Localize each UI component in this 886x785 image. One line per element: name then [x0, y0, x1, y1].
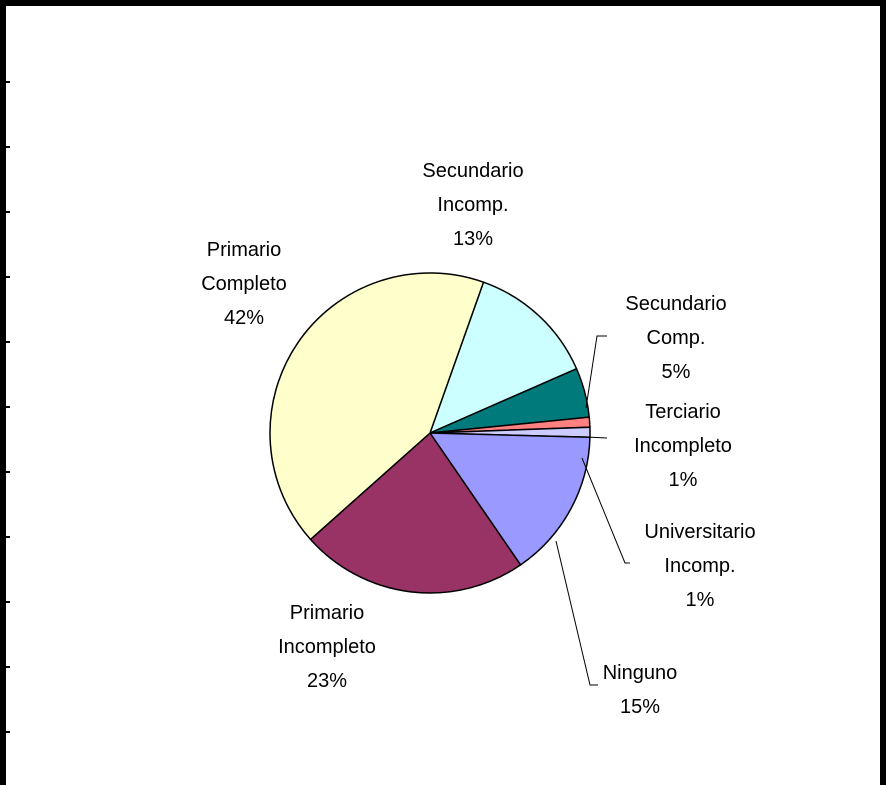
slice-category-label: Primario: [207, 239, 281, 261]
pie-slice-6: [269, 272, 485, 541]
slice-labels: Secundario Incomp. 13% Secundario Comp. 5% Ter…: [201, 160, 755, 718]
slice-percent-label: 5%: [662, 361, 691, 383]
leader-lines: [555, 335, 630, 686]
slice-category-label: Terciario: [645, 401, 721, 423]
slice-percent-label: 1%: [686, 589, 715, 611]
slice-percent-label: 23%: [307, 670, 347, 692]
slice-category-label: Secundario: [422, 160, 523, 182]
pie-slice-5: [309, 431, 522, 594]
left-edge-ticks: [0, 81, 10, 733]
slice-percent-label: 1%: [669, 469, 698, 491]
leader-line-2: [585, 436, 608, 439]
pie-slices: [269, 272, 591, 594]
slice-category-label: Completo: [201, 273, 287, 295]
leader-line-3: [581, 457, 630, 564]
slice-category-label: Incomp.: [664, 555, 735, 577]
slice-category-label: Primario: [290, 602, 364, 624]
slice-percent-label: 13%: [453, 228, 493, 250]
slice-category-label: Universitario: [644, 521, 755, 543]
slice-category-label: Incompleto: [634, 435, 732, 457]
slice-percent-label: 15%: [620, 696, 660, 718]
leader-line-4: [555, 540, 598, 686]
slice-category-label: Ninguno: [603, 662, 678, 684]
pie-slice-0: [428, 281, 578, 435]
slice-category-label: Secundario: [625, 293, 726, 315]
slice-category-label: Incomp.: [437, 194, 508, 216]
leader-line-1: [585, 335, 607, 409]
slice-category-label: Comp.: [647, 327, 706, 349]
slice-percent-label: 42%: [224, 307, 264, 329]
slice-category-label: Incompleto: [278, 636, 376, 658]
pie-slice-4: [428, 432, 591, 566]
